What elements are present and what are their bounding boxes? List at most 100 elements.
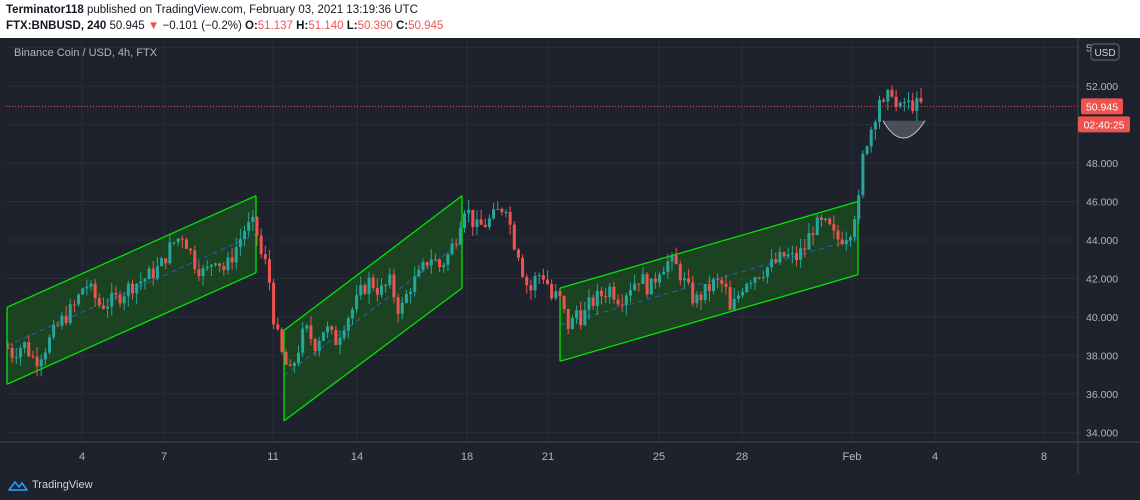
candle-body: [122, 296, 126, 304]
channel-lower-line[interactable]: [283, 287, 463, 422]
candle-body: [380, 285, 383, 295]
candle-body: [355, 295, 359, 310]
y-tick-label: 34.000: [1086, 427, 1118, 439]
overlays: [6, 105, 1078, 139]
candle-body: [770, 259, 774, 268]
candle-body: [853, 219, 857, 238]
candle-body: [749, 282, 753, 284]
candle-body: [313, 339, 317, 351]
x-tick-label: 18: [461, 451, 473, 463]
x-tick-label: 21: [542, 451, 554, 463]
candle-body: [583, 309, 587, 326]
candle-body: [255, 216, 259, 236]
candle-body: [533, 276, 537, 291]
candle-body: [811, 233, 815, 235]
chart-panel[interactable]: 54.00052.00050.00048.00046.00044.00042.0…: [0, 38, 1140, 474]
last-price: 50.945: [109, 20, 145, 32]
channel-upper-line[interactable]: [6, 195, 257, 308]
price-chart[interactable]: 54.00052.00050.00048.00046.00044.00042.0…: [0, 38, 1140, 474]
author-name[interactable]: Terminator118: [6, 4, 84, 16]
candle-body: [604, 296, 608, 298]
candle-body: [703, 283, 707, 301]
candle-body: [741, 291, 745, 296]
candle-body: [201, 268, 205, 277]
candle-body: [575, 310, 579, 319]
candle-body: [716, 279, 720, 281]
x-tick-label: 8: [1041, 451, 1047, 463]
candle-body: [14, 357, 18, 359]
candle-body: [413, 276, 417, 292]
candle-body: [774, 259, 778, 263]
candle-body: [865, 146, 869, 154]
currency-label[interactable]: USD: [1094, 48, 1115, 59]
candle-body: [375, 287, 379, 295]
low-label: L:: [346, 20, 358, 32]
close-label: C:: [395, 20, 409, 32]
candle-body: [189, 248, 193, 251]
candle-body: [483, 224, 487, 228]
candle-body: [454, 243, 458, 245]
brand-name: TradingView: [32, 479, 93, 491]
candle-body: [504, 211, 508, 213]
candle-body: [222, 265, 226, 270]
candle-body: [732, 298, 736, 310]
candle-body: [259, 235, 263, 255]
channel-lower-line[interactable]: [559, 274, 859, 362]
candle-body: [176, 238, 180, 243]
candle-body: [214, 263, 217, 265]
price-change: −0.101 (−0.2%): [162, 20, 242, 32]
candle-body: [334, 329, 338, 345]
candle-body: [450, 243, 454, 255]
candle-body: [712, 279, 715, 291]
candle-body: [529, 285, 533, 291]
candle-body: [678, 264, 682, 281]
candle-body: [85, 286, 89, 289]
channel-lower-line[interactable]: [6, 272, 257, 385]
candle-body: [392, 274, 396, 298]
candle-body: [263, 254, 267, 260]
channel-upper-line[interactable]: [283, 195, 463, 331]
tradingview-brand[interactable]: TradingView: [8, 479, 93, 491]
candle-body: [579, 310, 583, 326]
candle-body: [492, 209, 496, 219]
candle-body: [670, 255, 674, 262]
y-tick-label: 48.000: [1086, 158, 1118, 170]
candle-body: [371, 277, 375, 288]
x-tick-label: 7: [161, 451, 167, 463]
candle-body: [682, 278, 686, 281]
candle-body: [139, 281, 143, 284]
candle-body: [160, 258, 164, 267]
ticker-symbol[interactable]: FTX:BNBUSD, 240: [6, 20, 107, 32]
currency-badge[interactable]: [1090, 43, 1120, 61]
y-tick-label: 52.000: [1086, 81, 1118, 93]
y-tick-label: 42.000: [1086, 273, 1118, 285]
candle-body: [890, 89, 894, 97]
candle-body: [367, 277, 371, 294]
candle-body: [894, 96, 898, 107]
candle-body: [637, 283, 641, 285]
candle-body: [612, 286, 616, 300]
candle-body: [238, 238, 242, 247]
candle-body: [135, 283, 139, 294]
candle-body: [27, 342, 31, 356]
candle-body: [844, 240, 848, 245]
candle-body: [442, 264, 446, 268]
candle-body: [824, 218, 828, 220]
candle-body: [508, 211, 512, 225]
candle-body: [878, 99, 881, 122]
price-axis[interactable]: 54.00052.00050.00048.00046.00044.00042.0…: [1077, 38, 1130, 474]
candle-body: [10, 347, 14, 358]
candle-body: [77, 294, 81, 305]
candle-body: [653, 278, 657, 283]
channel-mid-line[interactable]: [283, 241, 463, 377]
candle-body: [566, 308, 570, 330]
candle-body: [807, 233, 811, 250]
candlesticks: [6, 85, 923, 377]
candle-body: [342, 330, 346, 338]
candle-body: [570, 318, 574, 330]
ticker-line: FTX:BNBUSD, 240 50.945 ▼ −0.101 (−0.2%) …: [6, 20, 443, 32]
time-axis[interactable]: 4 7 11 14 18 21 25 28 Feb 4 8: [0, 441, 1140, 463]
candle-body: [728, 286, 732, 310]
channel-upper-line[interactable]: [559, 200, 859, 289]
candle-body: [118, 294, 122, 304]
